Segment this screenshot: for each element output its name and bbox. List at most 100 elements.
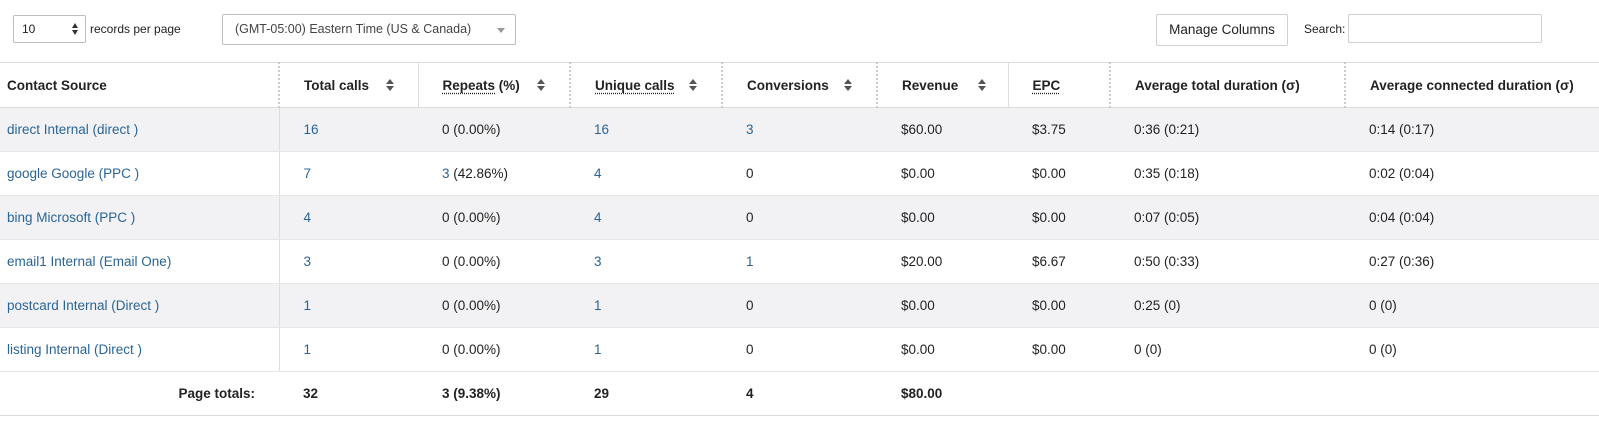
conversions-value: 0 bbox=[746, 342, 754, 357]
cell-avg-total-duration: 0:50 (0:33) bbox=[1110, 239, 1345, 284]
unique-calls-link[interactable]: 3 bbox=[594, 254, 602, 269]
totals-empty bbox=[1110, 371, 1345, 416]
repeats-value: 0 (0.00%) bbox=[442, 298, 501, 313]
conversions-value[interactable]: 3 bbox=[746, 122, 754, 137]
contact-source-link[interactable]: bing Microsoft (PPC ) bbox=[7, 210, 136, 225]
sort-icon[interactable] bbox=[978, 79, 986, 93]
total-calls-link[interactable]: 4 bbox=[303, 210, 312, 225]
chevron-down-icon bbox=[497, 28, 505, 33]
cell-avg-total-duration: 0 (0) bbox=[1110, 327, 1345, 372]
contact-source-link[interactable]: postcard Internal (Direct ) bbox=[7, 298, 160, 313]
conversions-value[interactable]: 1 bbox=[746, 254, 754, 269]
table-toolbar: 10 records per page (GMT-05:00) Eastern … bbox=[0, 0, 1599, 62]
search-label: Search: bbox=[1304, 22, 1346, 36]
cell-avg-connected-duration: 0 (0) bbox=[1345, 327, 1599, 372]
contact-source-link[interactable]: direct Internal (direct ) bbox=[7, 122, 139, 137]
header-avg-total-duration[interactable]: Average total duration (σ) bbox=[1110, 62, 1346, 108]
cell-avg-connected-duration: 0:04 (0:04) bbox=[1345, 195, 1599, 240]
repeats-value: 0 (0.00%) bbox=[442, 210, 501, 225]
header-repeats-suffix: (%) bbox=[495, 78, 520, 93]
cell-epc: $0.00 bbox=[1008, 151, 1110, 196]
repeats-percent: (42.86%) bbox=[449, 166, 509, 181]
table-row: direct Internal (direct ) 16 0 (0.00%) 16 3 $… bbox=[0, 107, 1599, 152]
header-revenue[interactable]: Revenue bbox=[877, 62, 1009, 108]
cell-unique-calls: 3 bbox=[570, 239, 722, 284]
cell-contact-source: direct Internal (direct ) bbox=[0, 107, 280, 152]
manage-columns-button[interactable]: Manage Columns bbox=[1156, 14, 1288, 46]
total-calls-link[interactable]: 3 bbox=[303, 254, 312, 269]
repeats-value: 0 (0.00%) bbox=[442, 122, 501, 137]
search-input[interactable] bbox=[1348, 14, 1542, 43]
header-avg-connected-duration[interactable]: Average connected duration (σ) bbox=[1345, 62, 1599, 108]
header-contact-source-label: Contact Source bbox=[7, 78, 107, 93]
header-repeats[interactable]: Repeats (%) bbox=[418, 62, 571, 108]
records-per-page-select[interactable]: 10 bbox=[13, 15, 86, 43]
cell-contact-source: email1 Internal (Email One) bbox=[0, 239, 280, 284]
sort-icon[interactable] bbox=[844, 79, 852, 93]
total-calls-link[interactable]: 16 bbox=[303, 122, 319, 137]
contact-source-link[interactable]: listing Internal (Direct ) bbox=[7, 342, 143, 357]
header-row: Contact Source Total calls Repeats (%) U… bbox=[0, 62, 1599, 108]
header-contact-source[interactable]: Contact Source bbox=[0, 62, 280, 108]
header-unique-calls-label: Unique calls bbox=[595, 78, 675, 93]
cell-revenue: $0.00 bbox=[877, 151, 1008, 196]
cell-contact-source: google Google (PPC ) bbox=[0, 151, 280, 196]
cell-conversions: 3 bbox=[722, 107, 877, 152]
unique-calls-link[interactable]: 1 bbox=[594, 298, 602, 313]
totals-unique-calls: 29 bbox=[570, 371, 722, 416]
sort-icon[interactable] bbox=[689, 79, 697, 93]
sort-icon[interactable] bbox=[536, 79, 545, 93]
cell-unique-calls: 1 bbox=[570, 283, 722, 328]
records-per-page-label: records per page bbox=[90, 22, 181, 36]
unique-calls-link[interactable]: 1 bbox=[594, 342, 602, 357]
cell-total-calls: 3 bbox=[279, 239, 418, 284]
cell-repeats: 0 (0.00%) bbox=[418, 107, 570, 152]
cell-revenue: $60.00 bbox=[877, 107, 1008, 152]
header-repeats-label: Repeats bbox=[442, 78, 496, 93]
spinner-arrows-icon bbox=[72, 22, 80, 36]
cell-epc: $0.00 bbox=[1008, 283, 1110, 328]
table-row: google Google (PPC ) 7 3 (42.86%) 4 0 $0.00 $0… bbox=[0, 151, 1599, 196]
contact-source-link[interactable]: email1 Internal (Email One) bbox=[7, 254, 172, 269]
cell-avg-total-duration: 0:35 (0:18) bbox=[1110, 151, 1345, 196]
sort-icon[interactable] bbox=[386, 79, 394, 93]
cell-avg-connected-duration: 0:27 (0:36) bbox=[1345, 239, 1599, 284]
unique-calls-link[interactable]: 16 bbox=[594, 122, 610, 137]
cell-avg-total-duration: 0:36 (0:21) bbox=[1110, 107, 1345, 152]
header-unique-calls[interactable]: Unique calls bbox=[570, 62, 723, 108]
cell-conversions: 0 bbox=[722, 327, 877, 372]
cell-conversions: 1 bbox=[722, 239, 877, 284]
unique-calls-link[interactable]: 4 bbox=[594, 166, 602, 181]
totals-label: Page totals: bbox=[0, 371, 279, 416]
unique-calls-link[interactable]: 4 bbox=[594, 210, 602, 225]
header-total-calls[interactable]: Total calls bbox=[279, 62, 419, 108]
cell-revenue: $0.00 bbox=[877, 195, 1008, 240]
calls-report-table: Contact Source Total calls Repeats (%) U… bbox=[0, 62, 1599, 416]
cell-avg-connected-duration: 0:14 (0:17) bbox=[1345, 107, 1599, 152]
repeats-value: 0 (0.00%) bbox=[442, 254, 501, 269]
cell-conversions: 0 bbox=[722, 283, 877, 328]
timezone-select[interactable]: (GMT-05:00) Eastern Time (US & Canada) bbox=[222, 14, 516, 45]
total-calls-link[interactable]: 1 bbox=[303, 298, 312, 313]
records-per-page-value: 10 bbox=[22, 22, 36, 36]
header-epc[interactable]: EPC bbox=[1008, 62, 1111, 108]
header-avg-connected-duration-label: Average connected duration (σ) bbox=[1370, 78, 1574, 93]
cell-total-calls: 1 bbox=[279, 283, 418, 328]
table-row: listing Internal (Direct ) 1 0 (0.00%) 1 0 $0… bbox=[0, 327, 1599, 372]
repeats-link[interactable]: 3 bbox=[442, 166, 450, 181]
header-conversions[interactable]: Conversions bbox=[722, 62, 878, 108]
contact-source-link[interactable]: google Google (PPC ) bbox=[7, 166, 140, 181]
total-calls-link[interactable]: 7 bbox=[303, 166, 312, 181]
cell-revenue: $0.00 bbox=[877, 327, 1008, 372]
cell-revenue: $20.00 bbox=[877, 239, 1008, 284]
cell-repeats: 0 (0.00%) bbox=[418, 283, 570, 328]
totals-revenue: $80.00 bbox=[877, 371, 1008, 416]
cell-repeats: 0 (0.00%) bbox=[418, 195, 570, 240]
cell-unique-calls: 1 bbox=[570, 327, 722, 372]
cell-avg-total-duration: 0:25 (0) bbox=[1110, 283, 1345, 328]
cell-total-calls: 4 bbox=[279, 195, 418, 240]
total-calls-link[interactable]: 1 bbox=[303, 342, 312, 357]
cell-epc: $0.00 bbox=[1008, 195, 1110, 240]
totals-total-calls: 32 bbox=[279, 371, 418, 416]
header-epc-label: EPC bbox=[1032, 78, 1061, 93]
